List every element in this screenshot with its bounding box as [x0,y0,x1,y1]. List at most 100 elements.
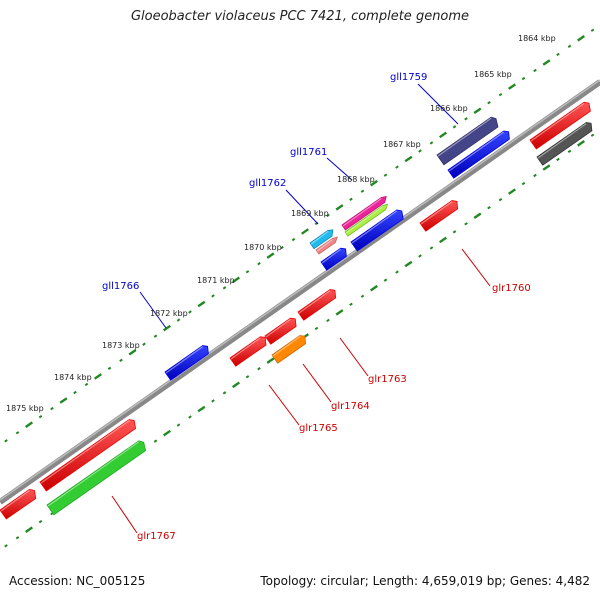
kbp-label: 1869 kbp [291,209,329,218]
gene-feature[interactable] [164,345,209,381]
tick-mark [232,381,240,389]
gene-feature[interactable] [309,229,334,250]
tick-mark [473,107,482,114]
tick-mark [245,375,250,379]
tick-mark [176,318,181,322]
gene-bevel [342,198,382,227]
tick-mark [4,439,8,443]
gene-label[interactable]: gll1761 [290,147,327,158]
tick-mark [326,213,330,218]
kbp-label: 1867 kbp [383,140,421,149]
gene-feature[interactable] [419,200,459,232]
gene-label[interactable]: gll1759 [390,72,427,83]
tick-mark [498,92,503,97]
gene-bevel [530,102,585,142]
gene-feature[interactable] [271,335,307,364]
gene-feature[interactable] [447,130,510,179]
tick-mark [521,181,526,186]
gene-bevel [351,210,398,244]
gene-features [0,101,593,520]
gene-feature[interactable] [315,236,338,255]
tick-mark [15,536,20,540]
gene-label[interactable]: gll1766 [102,281,139,292]
gene-feature[interactable] [297,289,337,321]
gene-bevel [437,117,492,157]
gene-feature[interactable] [229,336,267,367]
tick-mark [107,366,112,371]
leader-line [285,189,319,225]
leader-line [268,384,300,426]
gene-bevel [537,123,587,159]
gene-feature[interactable] [320,247,347,271]
leader-line [302,363,332,403]
genome-backbone [0,79,600,505]
tick-mark [556,52,560,57]
tick-mark [542,164,551,171]
tick-mark [542,59,551,66]
gene-bevel [420,201,453,225]
tick-mark [153,439,158,443]
tick-mark [395,270,399,274]
tick-mark [439,131,447,139]
tick-mark [15,431,20,435]
tick-mark [404,155,413,163]
tick-mark [521,76,526,81]
tick-mark [360,294,365,298]
tick-mark [232,276,240,284]
gene-feature[interactable] [341,195,387,231]
tick-mark [567,44,572,49]
gene-label[interactable]: glr1760 [492,283,531,294]
gene-label[interactable]: glr1767 [137,531,176,542]
tick-mark [487,100,491,105]
tick-mark [590,133,595,137]
tick-mark [464,117,468,121]
gene-label[interactable]: glr1765 [299,423,338,434]
kbp-label: 1874 kbp [54,373,92,382]
gene-feature[interactable] [46,440,147,516]
gene-feature[interactable] [264,317,297,345]
leader-line [139,291,167,329]
tick-mark [211,294,215,298]
gene-feature[interactable] [436,116,499,166]
gene-feature[interactable] [350,209,404,252]
kbp-label: 1865 kbp [474,70,512,79]
tick-mark [73,390,77,395]
tick-mark [349,197,353,201]
gene-feature[interactable] [529,101,591,150]
tick-mark [222,391,227,395]
tick-mark [94,373,102,380]
gene-label[interactable]: gll1762 [249,178,286,189]
accession-text: Accession: NC_005125 [9,574,146,588]
gene-bevel [272,336,301,357]
gene-label[interactable]: glr1764 [331,401,370,412]
genome-info-text: Topology: circular; Length: 4,659,019 bp… [260,574,590,588]
tick-mark [383,173,388,177]
gene-feature[interactable] [39,419,137,492]
kbp-label: 1871 kbp [197,276,235,285]
gene-label[interactable]: glr1763 [368,374,407,385]
tick-mark [163,324,171,332]
tick-mark [508,83,516,90]
tick-mark [429,246,434,250]
tick-mark [266,252,275,259]
map-title: Gloeobacter violaceus PCC 7421, complete… [130,9,470,24]
tick-mark [188,310,192,314]
tick-mark [429,141,434,145]
tick-mark [464,222,468,226]
kbp-label: 1864 kbp [518,34,556,43]
tick-mark [418,254,422,258]
leader-line [461,248,491,287]
gene-bevel [230,337,261,360]
tick-mark [556,157,560,162]
leader-line [111,495,138,534]
gene-feature[interactable] [344,203,389,237]
tick-mark [280,245,284,250]
tick-mark [335,204,344,211]
gene-feature[interactable] [536,122,593,166]
gene-feature[interactable] [0,488,37,520]
tick-mark [59,397,68,404]
tick-mark [257,366,261,371]
gene-bevel [316,239,333,252]
gene-bevel [265,318,291,338]
